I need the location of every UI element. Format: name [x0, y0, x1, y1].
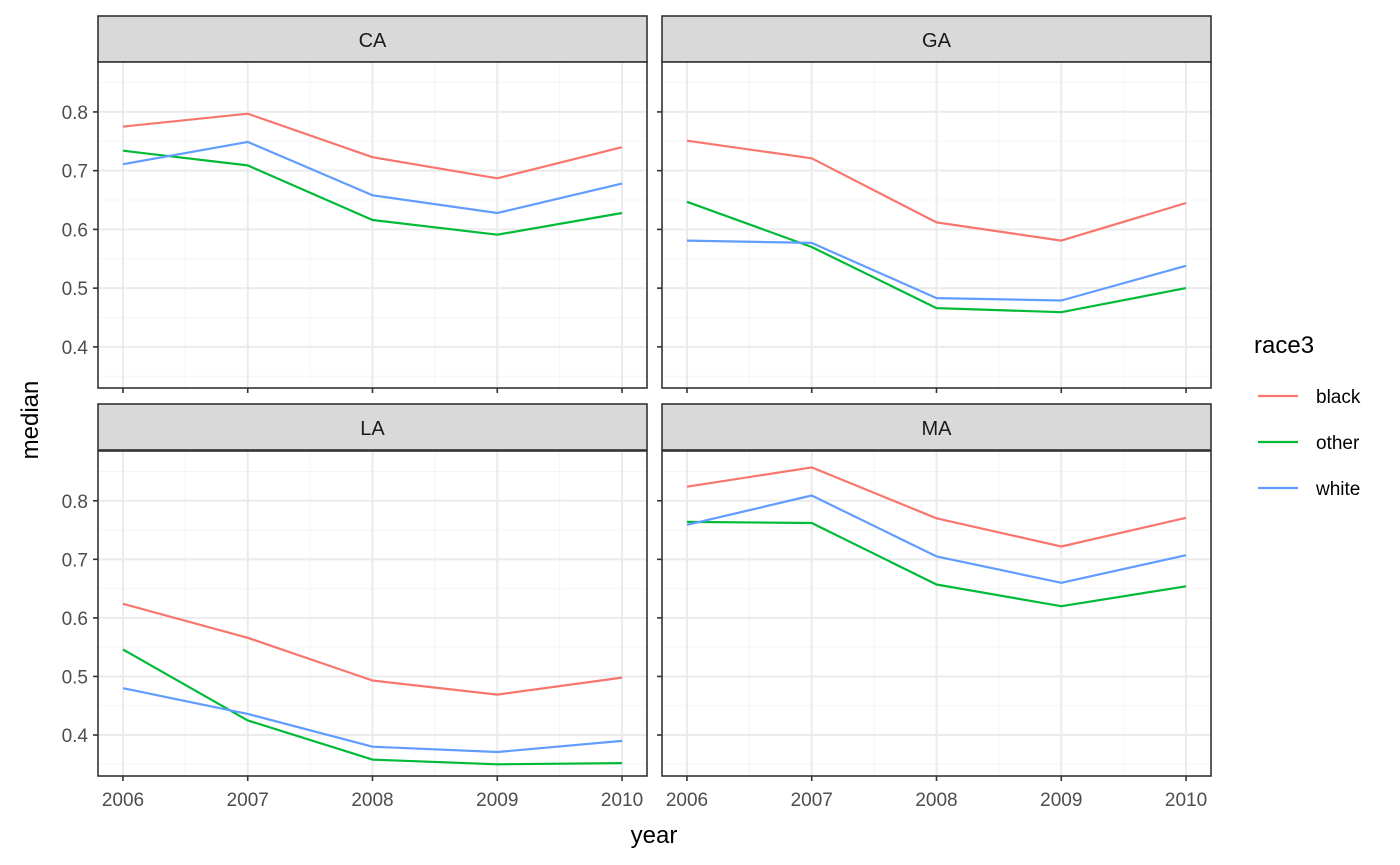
x-tick-label: 2010 — [1165, 790, 1207, 811]
legend-entry-other: other — [1258, 433, 1360, 454]
x-tick-label: 2008 — [915, 790, 957, 811]
y-tick-label: 0.5 — [62, 667, 88, 688]
x-tick-label: 2009 — [476, 790, 518, 811]
y-tick-label: 0.6 — [62, 609, 88, 630]
legend-entry-black: black — [1258, 387, 1361, 408]
facet-panel-la: LA 0.4 0.5 0.6 0.7 0.8 2006 2007 2008 2009 2010 — [62, 403, 648, 811]
y-tick-label: 0.4 — [62, 338, 89, 359]
legend: race3 black other white — [1254, 332, 1361, 500]
x-tick-label: 2006 — [666, 790, 708, 811]
x-tick-label: 2006 — [102, 790, 144, 811]
facet-strip-label: MA — [922, 418, 953, 440]
legend-title: race3 — [1254, 332, 1314, 359]
x-axis-title: year — [631, 822, 678, 849]
y-tick-label: 0.8 — [62, 492, 88, 513]
facet-panel-ca: CA 0.4 0.5 0.6 0.7 0.8 — [62, 15, 648, 393]
series-line-other — [686, 200, 1187, 314]
series-line-black — [122, 602, 623, 696]
series-line-black — [122, 112, 623, 180]
x-tick-label: 2007 — [791, 790, 833, 811]
legend-label-other: other — [1316, 433, 1360, 454]
y-tick-label: 0.6 — [62, 220, 88, 241]
y-tick-label: 0.5 — [62, 279, 88, 300]
facet-strip — [661, 403, 1212, 451]
facet-strip-label: LA — [360, 418, 385, 440]
y-tick-label: 0.7 — [62, 550, 88, 571]
series-line-black — [686, 466, 1187, 548]
legend-label-black: black — [1316, 387, 1361, 408]
series-line-white — [122, 140, 623, 215]
facet-strip-label: CA — [359, 30, 387, 52]
facet-strip — [97, 403, 648, 451]
x-tick-label: 2009 — [1040, 790, 1082, 811]
facet-panel-ma: MA 2006 2007 2008 2009 2010 — [657, 403, 1212, 811]
y-tick-label: 0.7 — [62, 162, 88, 183]
facet-panels: CA 0.4 0.5 0.6 0.7 0.8 GA LA 0.4 0.5 0.6 0.7 0.8 2006… — [62, 15, 1212, 811]
series-line-other — [686, 520, 1187, 608]
facet-strip-label: GA — [922, 30, 952, 52]
x-tick-label: 2007 — [227, 790, 269, 811]
facet-strip — [97, 15, 648, 63]
legend-label-white: white — [1315, 479, 1360, 500]
x-tick-label: 2010 — [601, 790, 643, 811]
y-tick-label: 0.4 — [62, 726, 89, 747]
series-line-other — [122, 149, 623, 236]
y-axis-title: median — [17, 381, 44, 460]
legend-entry-white: white — [1258, 479, 1360, 500]
y-tick-label: 0.8 — [62, 103, 88, 124]
series-line-other — [122, 648, 623, 766]
series-line-white — [122, 687, 623, 754]
x-tick-label: 2008 — [351, 790, 393, 811]
series-line-white — [686, 239, 1187, 302]
series-line-white — [686, 494, 1187, 584]
series-line-black — [686, 139, 1187, 242]
facet-panel-ga: GA — [657, 15, 1212, 393]
